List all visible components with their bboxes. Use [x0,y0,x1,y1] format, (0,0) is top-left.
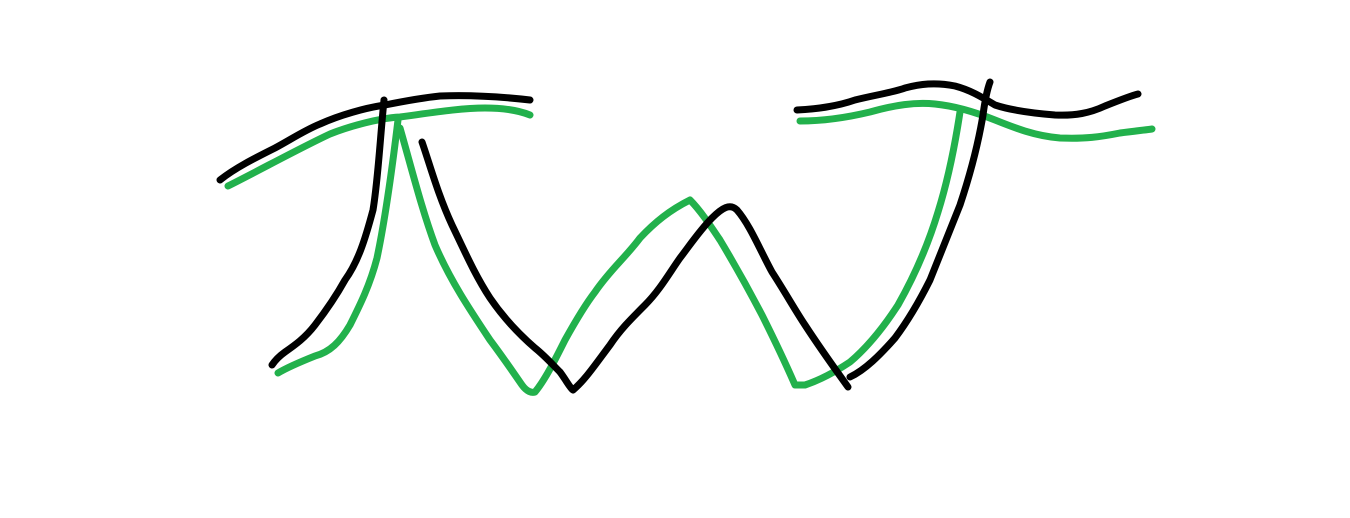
green-stroke-right-top-arc [796,99,1156,142]
green-stroke-group [224,99,1156,396]
black-stroke-right-leg [846,78,994,381]
green-stroke-left-leg [274,116,402,377]
black-stroke-group [216,78,1142,394]
black-stroke-left-top-arc [216,92,534,184]
black-stroke-right-top-arc [793,80,1142,119]
green-stroke-left-top-arc [224,104,534,190]
black-stroke-left-leg [268,96,388,369]
black-stroke-zigzag [418,138,852,394]
green-stroke-zigzag [396,108,964,396]
